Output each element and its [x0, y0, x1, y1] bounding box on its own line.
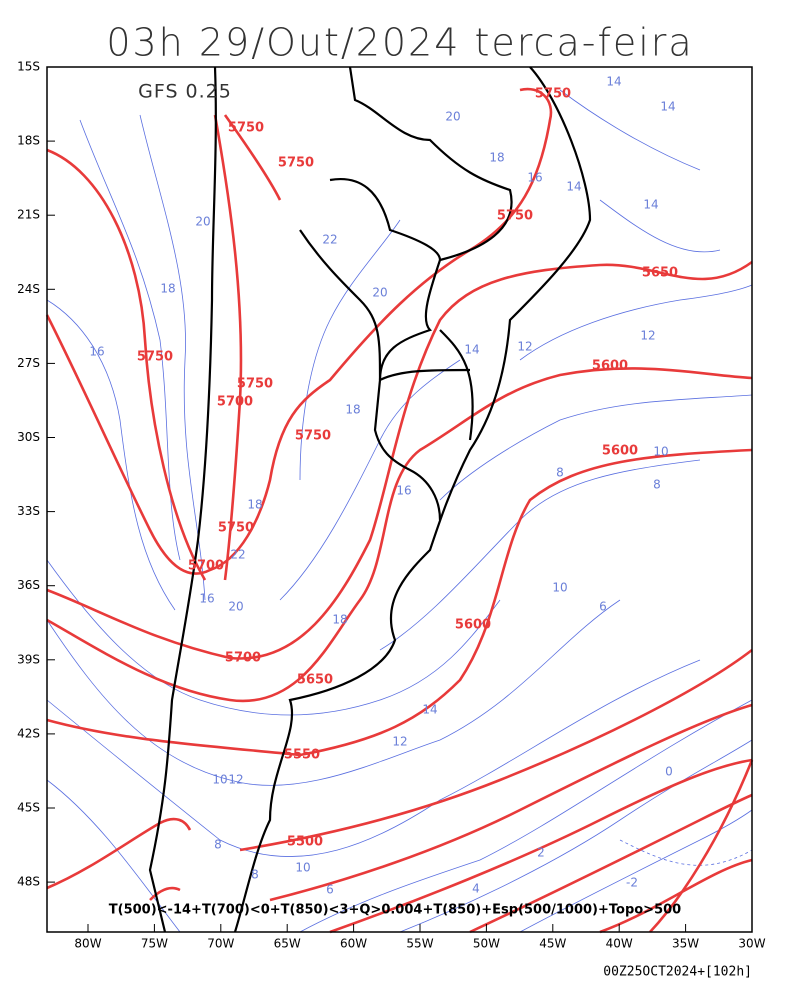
contour-label-blue: 10	[212, 773, 227, 787]
lat-label: 33S	[17, 504, 40, 518]
lon-label: 55W	[406, 937, 433, 951]
contour-label-red: 5750	[137, 350, 173, 365]
contour-label-blue: 20	[445, 110, 460, 124]
lat-label: 30S	[17, 430, 40, 444]
contour-label-blue: 10	[295, 861, 310, 875]
contour-label-red: 5750	[237, 377, 273, 392]
contour-label-blue: 18	[345, 403, 360, 417]
lon-label: 60W	[340, 937, 367, 951]
lon-label: 65W	[274, 937, 301, 951]
lat-label: 15S	[17, 60, 40, 74]
lat-label: 36S	[17, 578, 40, 592]
contour-label-blue: 10	[653, 445, 668, 459]
lat-label: 48S	[17, 875, 40, 889]
contour-label-blue: 6	[326, 883, 334, 897]
contour-label-blue: 16	[89, 345, 104, 359]
contour-label-blue: 22	[230, 548, 245, 562]
contour-label-blue: 12	[640, 329, 655, 343]
contour-label-blue: 16	[199, 592, 214, 606]
contour-label-red: 5750	[228, 121, 264, 136]
contour-label-blue: 12	[228, 773, 243, 787]
model-label: GFS 0.25	[138, 81, 232, 103]
lat-label: 39S	[17, 652, 40, 666]
red-contours	[45, 87, 754, 934]
contour-label-red: 5750	[218, 521, 254, 536]
legend-text: T(500)<-14+T(700)<0+T(850)<3+Q>0.004+T(8…	[109, 903, 681, 918]
contour-label-blue: 14	[606, 75, 621, 89]
lat-label: 18S	[17, 134, 40, 148]
lat-label: 24S	[17, 282, 40, 296]
contour-label-blue: 14	[643, 198, 658, 212]
contour-label-red: 5650	[642, 266, 678, 281]
contour-label-red: 5750	[535, 87, 571, 102]
contour-label-blue: 10	[552, 581, 567, 595]
map-frame	[46, 66, 753, 933]
lon-label: 40W	[606, 937, 633, 951]
contour-label-red: 5750	[278, 156, 314, 171]
contour-label-red: 5600	[602, 444, 638, 459]
contour-label-blue: 16	[527, 171, 542, 185]
contour-label-red: 5550	[284, 748, 320, 763]
contour-label-blue: 4	[472, 882, 480, 896]
contour-label-red: 5600	[455, 618, 491, 633]
contour-label-blue: 8	[214, 838, 222, 852]
contour-label-blue: 18	[332, 613, 347, 627]
contour-label-red: 5500	[287, 835, 323, 850]
contour-label-blue: 14	[464, 343, 479, 357]
contour-label-blue: 8	[251, 868, 259, 882]
contour-label-blue: 14	[422, 703, 437, 717]
contour-label-blue: 8	[556, 466, 564, 480]
contour-label-red: 5750	[295, 429, 331, 444]
lon-label: 50W	[473, 937, 500, 951]
contour-label-red: 5700	[217, 395, 253, 410]
run-info: 00Z25OCT2024+[102h]	[603, 965, 752, 980]
lon-label: 70W	[207, 937, 234, 951]
lon-label: 30W	[738, 937, 765, 951]
contour-label-blue: -2	[626, 876, 638, 890]
lat-label: 45S	[17, 801, 40, 815]
contour-label-blue: 12	[517, 340, 532, 354]
contour-label-blue: 20	[372, 286, 387, 300]
contour-label-blue: 8	[653, 478, 661, 492]
lon-label: 35W	[672, 937, 699, 951]
contour-label-blue: 0	[665, 765, 673, 779]
contour-label-blue: 14	[660, 100, 675, 114]
contour-label-blue: 16	[396, 484, 411, 498]
borders	[148, 66, 592, 933]
contour-label-blue: 12	[392, 735, 407, 749]
blue-contours	[46, 89, 753, 933]
contour-label-red: 5750	[497, 209, 533, 224]
lat-label: 42S	[17, 726, 40, 740]
contour-label-blue: 14	[566, 180, 581, 194]
contour-label-red: 5650	[297, 673, 333, 688]
contour-label-blue: 20	[195, 215, 210, 229]
contour-label-blue: 18	[489, 151, 504, 165]
contour-label-blue: 20	[228, 600, 243, 614]
lon-label: 80W	[74, 937, 101, 951]
lon-label: 75W	[141, 937, 168, 951]
contour-label-red: 5700	[188, 559, 224, 574]
lon-label: 45W	[539, 937, 566, 951]
contour-label-blue: 18	[160, 282, 175, 296]
title: 03h 29/Out/2024 terca-feira	[106, 21, 693, 65]
contour-label-red: 5600	[592, 359, 628, 374]
lat-label: 27S	[17, 356, 40, 370]
contour-label-blue: 18	[247, 498, 262, 512]
lat-label: 21S	[17, 208, 40, 222]
contour-label-blue: 2	[537, 846, 545, 860]
contour-label-blue: 6	[599, 600, 607, 614]
contour-label-red: 5700	[225, 651, 261, 666]
contour-label-blue: 22	[322, 233, 337, 247]
